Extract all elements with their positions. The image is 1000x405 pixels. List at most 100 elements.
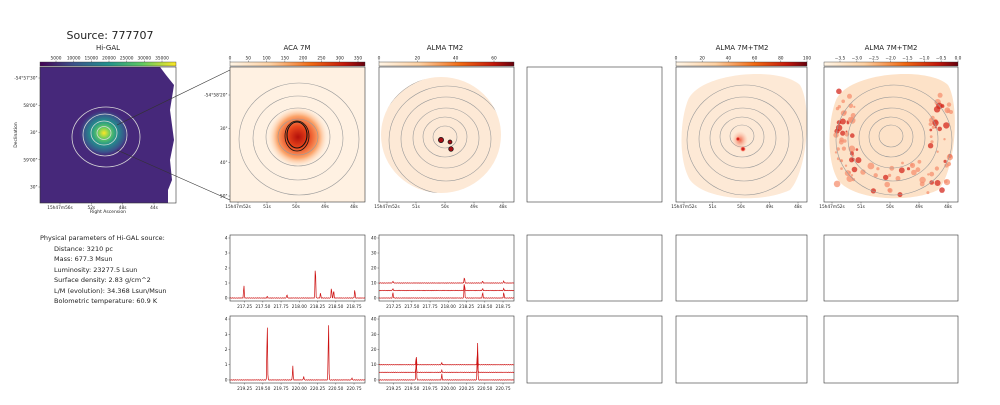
spectrum-x-tick-label: 219.50 — [404, 386, 419, 392]
higal-edge-mask — [160, 67, 176, 203]
noise-blob — [884, 181, 890, 188]
colorbar-tick-label: 20 — [699, 56, 705, 62]
x-tick-label: 49s — [766, 204, 774, 210]
higal-yticks: -54°57'30" 58'00" 30" 59'00" 30" — [14, 76, 40, 191]
noise-blob — [850, 133, 855, 138]
x-tick-label: 48s — [350, 204, 358, 210]
spectrum-y-tick-label: 20 — [371, 347, 377, 353]
noise-blob — [933, 106, 941, 113]
higal-xlabel: Right Ascension — [90, 209, 126, 215]
noise-blob — [848, 103, 854, 109]
zoom-line-bottom — [116, 149, 231, 201]
aca7m-title: ACA 7M — [283, 44, 310, 52]
almatm2-frame — [378, 66, 515, 203]
aca7m-contours — [238, 82, 360, 196]
noise-blob — [917, 159, 922, 164]
x-tick-label: 48s — [499, 204, 507, 210]
colorbar-tick-label: −3.5 — [835, 56, 846, 62]
noise-blob — [850, 174, 854, 177]
param-mass: Mass: 677.3 Msun — [54, 255, 113, 263]
empty-spectrum-panel — [675, 234, 808, 302]
alma7mtm2-frame — [675, 66, 808, 203]
noise-blob — [944, 107, 951, 114]
spectrum-x-tick-label: 218.25 — [310, 304, 325, 310]
spectrum-line — [378, 351, 515, 366]
alma7mtm2-log-colorbar — [823, 61, 959, 67]
noise-blob — [840, 130, 846, 136]
x-tick-label: 49s — [321, 204, 329, 210]
noise-blob — [848, 145, 856, 153]
noise-blob — [841, 99, 845, 104]
noise-blob — [919, 176, 926, 184]
noise-blob — [836, 147, 840, 151]
noise-blob — [848, 171, 851, 174]
x-tick-label: 15h47m56s — [47, 205, 73, 211]
params-heading: Physical parameters of Hi-GAL source: — [40, 234, 165, 242]
noise-blob — [889, 165, 895, 171]
alma7mtm2-colorbar — [675, 61, 808, 67]
higal-colorbar — [39, 61, 177, 67]
noise-blob — [851, 166, 858, 173]
higal-contour — [82, 113, 128, 157]
noise-blob — [841, 146, 847, 151]
higal-colorbar-ticks: 5000 10000 15000 20000 25000 30000 35000 — [51, 56, 169, 62]
param-luminosity: Luminosity: 23277.5 Lsun — [54, 265, 138, 274]
noise-blob — [915, 167, 921, 173]
noise-blob — [888, 173, 892, 177]
almatm2-title: ALMA TM2 — [427, 44, 464, 52]
spectrum-y-tick-label: 2 — [225, 347, 228, 353]
higal-title: Hi-GAL — [96, 44, 120, 52]
spectrum-line — [378, 284, 515, 299]
x-tick-label: 51s — [709, 204, 717, 210]
noise-blob — [934, 166, 940, 171]
colorbar-tick-label: 100 — [803, 56, 811, 62]
noise-blob — [927, 173, 930, 176]
colorbar-tick-label: −2.5 — [868, 56, 879, 62]
x-tick-label: 48s — [944, 204, 952, 210]
almatm2-source — [447, 139, 453, 145]
noise-blob — [860, 169, 866, 175]
noise-blob — [833, 180, 841, 188]
empty-spectrum-panel — [823, 315, 959, 384]
spectrum-y-tick-label: 0 — [374, 296, 377, 302]
noise-blob — [845, 130, 848, 133]
higal-contour — [96, 126, 112, 140]
noise-blob — [843, 139, 847, 143]
almatm2-colorbar-ticks: 0 20 40 60 — [378, 56, 497, 62]
noise-blob — [926, 191, 930, 195]
noise-blob — [855, 157, 862, 164]
spectrum-y-tick-label: 0 — [225, 296, 228, 302]
spectrum-line — [378, 359, 515, 374]
aca7m-emission — [268, 107, 328, 167]
spectrum-x-tick-label: 218.75 — [496, 304, 511, 310]
colorbar-tick-label: 80 — [778, 56, 784, 62]
spectrum-x-tick-label: 218.75 — [347, 304, 362, 310]
alma7mtm2-log-panel: ALMA 7M+TM2 −3.5 −3.0 −2.5 −2.0 −1.5 −1.0 −0.5… — [819, 44, 961, 210]
spectrum-x-tick-label: 218.50 — [477, 304, 492, 310]
x-tick-label: 44s — [150, 205, 158, 211]
alma7mtm2-log-colorbar-ticks: −3.5 −3.0 −2.5 −2.0 −1.5 −1.0 −0.5 0.0 — [835, 56, 962, 62]
noise-blob — [943, 122, 950, 129]
noise-blob — [846, 175, 854, 182]
noise-blob — [847, 93, 852, 99]
param-lm-evolution: L/M (evolution): 34.368 Lsun/Msun — [54, 286, 167, 295]
noise-blob — [839, 118, 846, 125]
noise-blob — [906, 167, 911, 171]
spectrum-y-tick-label: 10 — [371, 362, 377, 368]
colorbar-tick-label: 0 — [675, 56, 678, 62]
x-tick-label: 52s — [87, 205, 95, 211]
spectrum-x-tick-label: 217.75 — [423, 304, 438, 310]
noise-blob — [895, 176, 901, 181]
noise-blob — [836, 88, 842, 95]
aca7m-yticks: -54°58'20" 30" 40" 50" — [204, 93, 230, 200]
almatm2-source — [438, 137, 444, 143]
spectrum-line — [378, 285, 515, 292]
noise-blob — [929, 180, 934, 185]
spectrum-y-tick-label: 30 — [371, 251, 377, 257]
colorbar-tick-label: 15000 — [84, 56, 98, 62]
colorbar-tick-label: 10000 — [67, 56, 81, 62]
spectrum-y-tick-label: 2 — [225, 266, 228, 272]
alma7mtm2-colorbar-ticks: 0 20 40 60 80 100 — [675, 56, 811, 62]
spectrum-y-tick-label: 3 — [225, 332, 228, 338]
